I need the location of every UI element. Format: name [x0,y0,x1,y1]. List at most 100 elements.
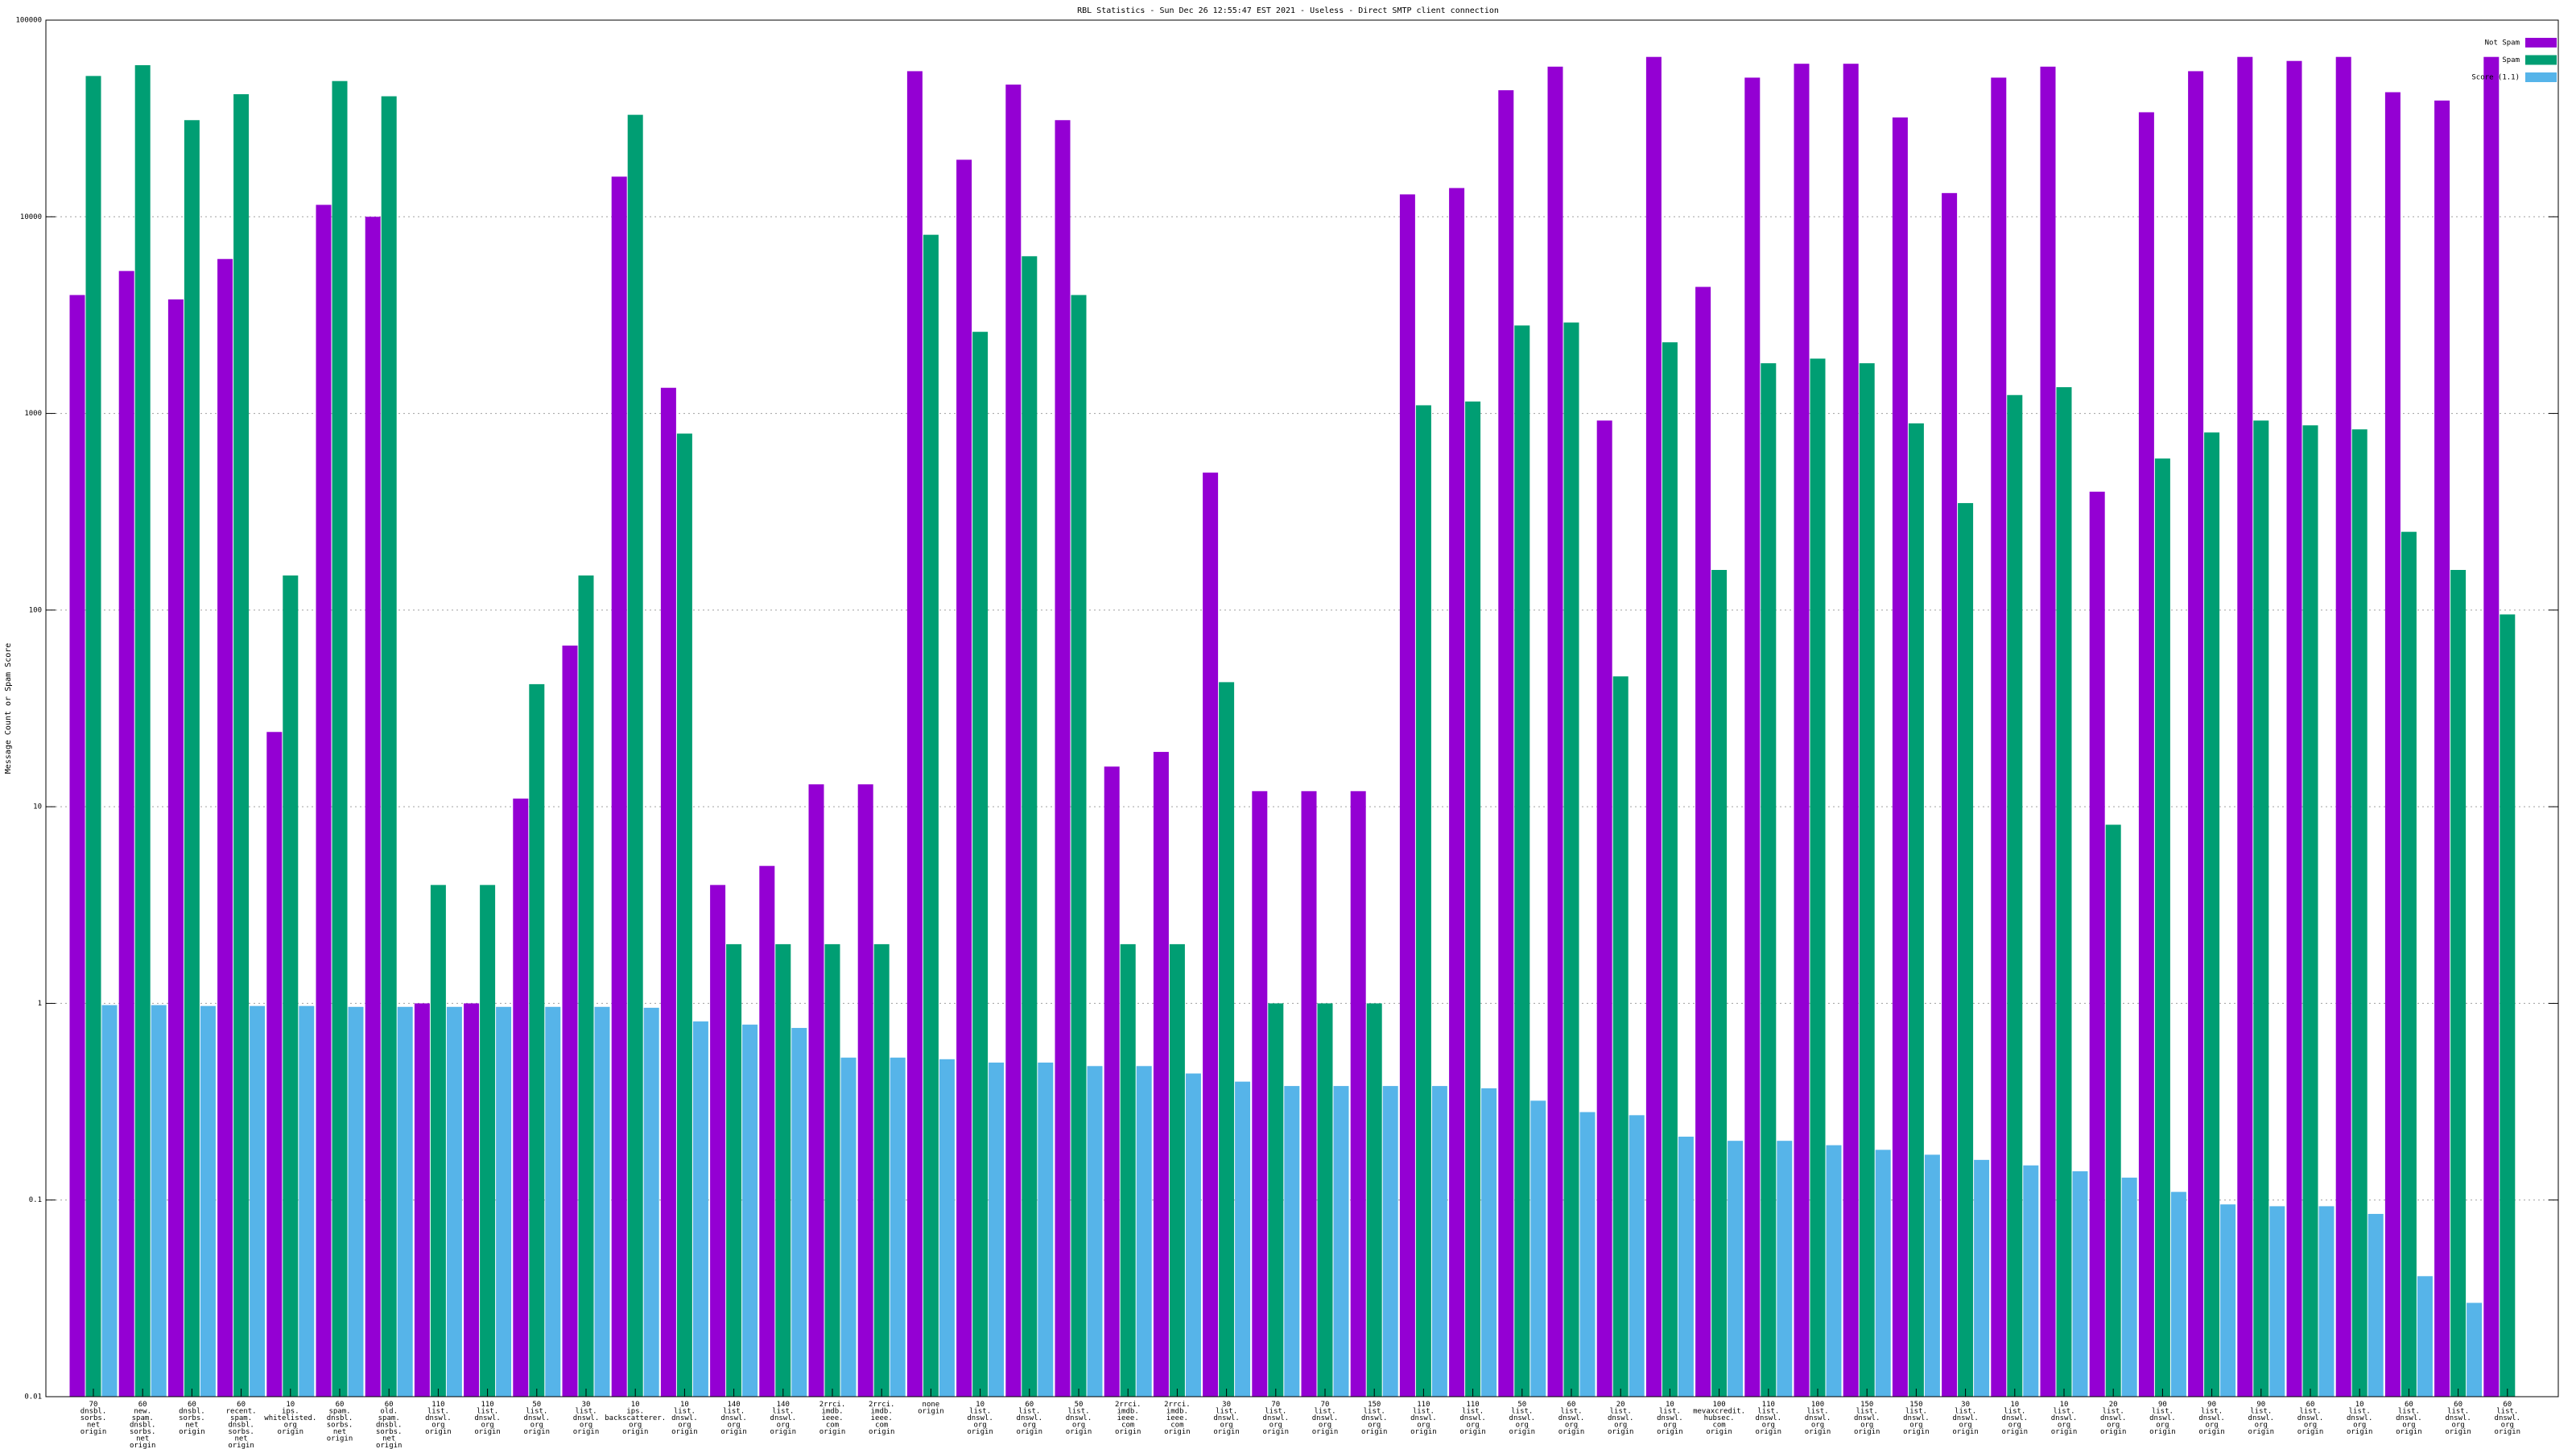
bar [496,1006,512,1397]
bar [1629,1115,1645,1397]
x-tick-line: 90 [2207,1401,2216,1409]
x-tick-line: 60 [2306,1401,2315,1409]
bar [1695,287,1711,1397]
x-tick-line: 30 [1961,1401,1970,1409]
x-tick-line: 10 [680,1401,689,1409]
x-tick-label: 50 list. dnswl. org origin [524,1401,551,1436]
x-tick-line: list. [1610,1408,1632,1416]
bar [2204,432,2220,1397]
x-tick-line: 2rrci. [1164,1401,1191,1409]
x-tick-line: 60 [237,1401,246,1409]
x-tick-line: 150 [1368,1401,1381,1409]
bar [1761,363,1777,1397]
bar [972,332,989,1397]
bar [2138,112,2154,1397]
x-tick-line: origin [967,1428,993,1436]
bar [857,784,873,1397]
x-tick-line: list. [575,1408,597,1416]
bar [1826,1145,1842,1397]
y-tick-label: 10 [33,803,42,811]
x-tick-line: list. [2349,1408,2371,1416]
x-tick-line: dnswl. [1756,1414,1782,1422]
bar [939,1059,955,1397]
x-tick-line: origin [1854,1428,1880,1436]
x-tick-line: list. [2496,1408,2518,1416]
bar [1875,1150,1891,1397]
x-tick-line: 50 [1075,1401,1084,1409]
x-tick-label: 10 list. dnswl. org origin [2347,1401,2373,1436]
x-tick-line: 140 [727,1401,740,1409]
x-tick-line: spam. [132,1414,154,1422]
x-tick-line: origin [2445,1428,2471,1436]
x-tick-label: 60 list. dnswl. org origin [1017,1401,1043,1436]
x-tick-line: dnswl. [2445,1414,2471,1422]
x-tick-line: list. [1757,1408,1779,1416]
bar [710,885,726,1397]
x-tick-label: 30 list. dnswl. org origin [573,1401,600,1436]
x-tick-line: dnswl. [1608,1414,1634,1422]
plot-border [45,19,2559,1397]
x-tick-line: origin [2495,1428,2521,1436]
x-tick-label: none origin [918,1401,944,1416]
x-tick-line: net [136,1435,149,1443]
x-tick-line: list. [1216,1408,1237,1416]
bar [348,1006,364,1397]
x-tick-label: 10 ips. whitelisted. org origin [264,1401,316,1436]
x-tick-line: net [87,1422,100,1430]
x-tick-line: list. [2053,1408,2074,1416]
x-tick-line: origin [869,1428,895,1436]
x-tick-line: dnswl. [1312,1414,1339,1422]
x-tick-line: com [826,1422,839,1430]
x-tick-line: org [1023,1422,1036,1430]
bar [808,784,824,1397]
x-tick-line: org [678,1422,691,1430]
bar [1530,1100,1546,1397]
x-tick-line: 20 [2109,1401,2118,1409]
x-tick-line: list. [2004,1408,2025,1416]
bar [2072,1171,2088,1397]
bar [85,76,101,1397]
bar [233,94,250,1397]
bar [2023,1165,2039,1397]
bar [118,270,134,1397]
x-tick-line: spam. [230,1414,252,1422]
x-tick-label: 90 list. dnswl. org origin [2149,1401,2176,1436]
x-tick-line: 100 [1712,1401,1725,1409]
x-tick-line: net [185,1422,198,1430]
bar [578,575,594,1397]
x-tick-line: com [1121,1422,1134,1430]
bar [775,943,791,1397]
bar [1744,77,1761,1397]
x-tick-line: dnsbl. [179,1408,205,1416]
x-tick-label: 150 list. dnswl. org origin [1361,1401,1388,1436]
bar [1794,64,1810,1397]
legend-swatch [2525,38,2557,47]
x-tick-line: list. [1955,1408,1976,1416]
x-tick-line: dnswl. [524,1414,551,1422]
x-tick-line: 2rrci. [869,1401,895,1409]
x-tick-line: list. [477,1408,498,1416]
bar [1777,1141,1793,1397]
bar [1481,1088,1497,1397]
bar [676,433,692,1397]
x-tick-line: origin [524,1428,551,1436]
x-tick-line: origin [1706,1428,1732,1436]
x-tick-line: dnswl. [2347,1414,2373,1422]
x-tick-line: org [2304,1422,2317,1430]
bar [1153,752,1169,1397]
x-tick-line: list. [1560,1408,1582,1416]
x-tick-line: org [1072,1422,1085,1430]
x-tick-line: net [333,1428,346,1436]
x-tick-line: origin [2297,1428,2324,1436]
x-tick-line: origin [1066,1428,1092,1436]
x-tick-line: 70 [89,1401,98,1409]
bar [2056,386,2072,1397]
bar [1284,1086,1300,1397]
bar [430,885,446,1397]
x-tick-line: dnsbl. [80,1408,107,1416]
x-tick-line: sorbs. [179,1414,205,1422]
x-tick-line: dnsbl. [376,1422,402,1430]
x-tick-line: spam. [378,1414,400,1422]
bar [2188,71,2204,1397]
x-tick-line: list. [1067,1408,1089,1416]
